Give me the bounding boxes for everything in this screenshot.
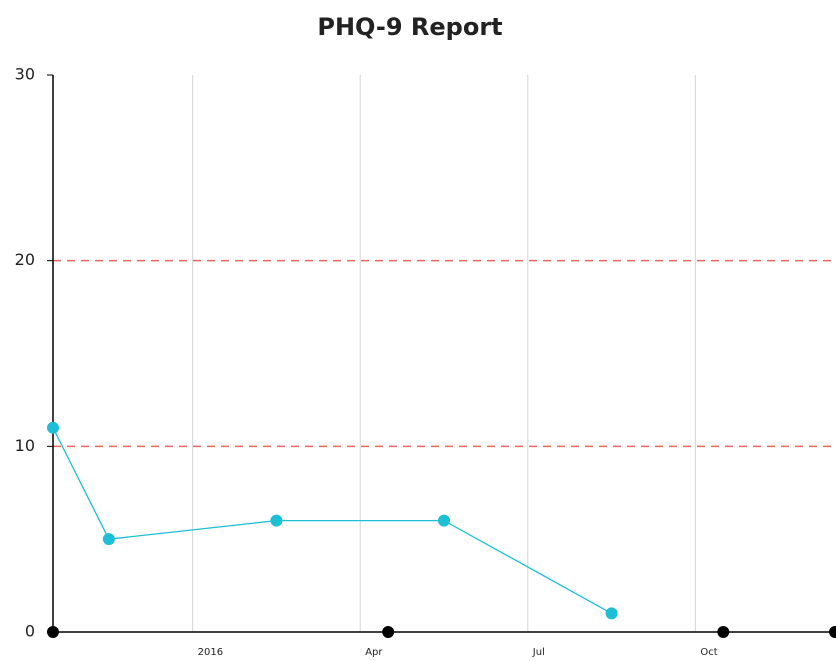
- y-tick-label: 0: [25, 622, 35, 641]
- y-tick-label: 10: [15, 436, 35, 455]
- data-point: [102, 533, 115, 546]
- data-point: [270, 514, 283, 527]
- data-point: [829, 626, 836, 638]
- data-point: [438, 514, 450, 527]
- data-point: [47, 626, 59, 638]
- x-tick-label: Jul: [532, 647, 545, 658]
- x-tick-label: Oct: [700, 647, 717, 658]
- data-point: [717, 626, 730, 638]
- x-tick-label: 2016: [198, 647, 223, 658]
- data-point: [605, 607, 618, 620]
- data-point: [382, 626, 395, 638]
- y-tick-label: 30: [15, 65, 35, 84]
- x-tick-label: Apr: [365, 647, 383, 658]
- data-point: [47, 421, 59, 434]
- y-tick-label: 20: [15, 250, 35, 269]
- chart-title: PHQ-9 Report: [317, 13, 502, 41]
